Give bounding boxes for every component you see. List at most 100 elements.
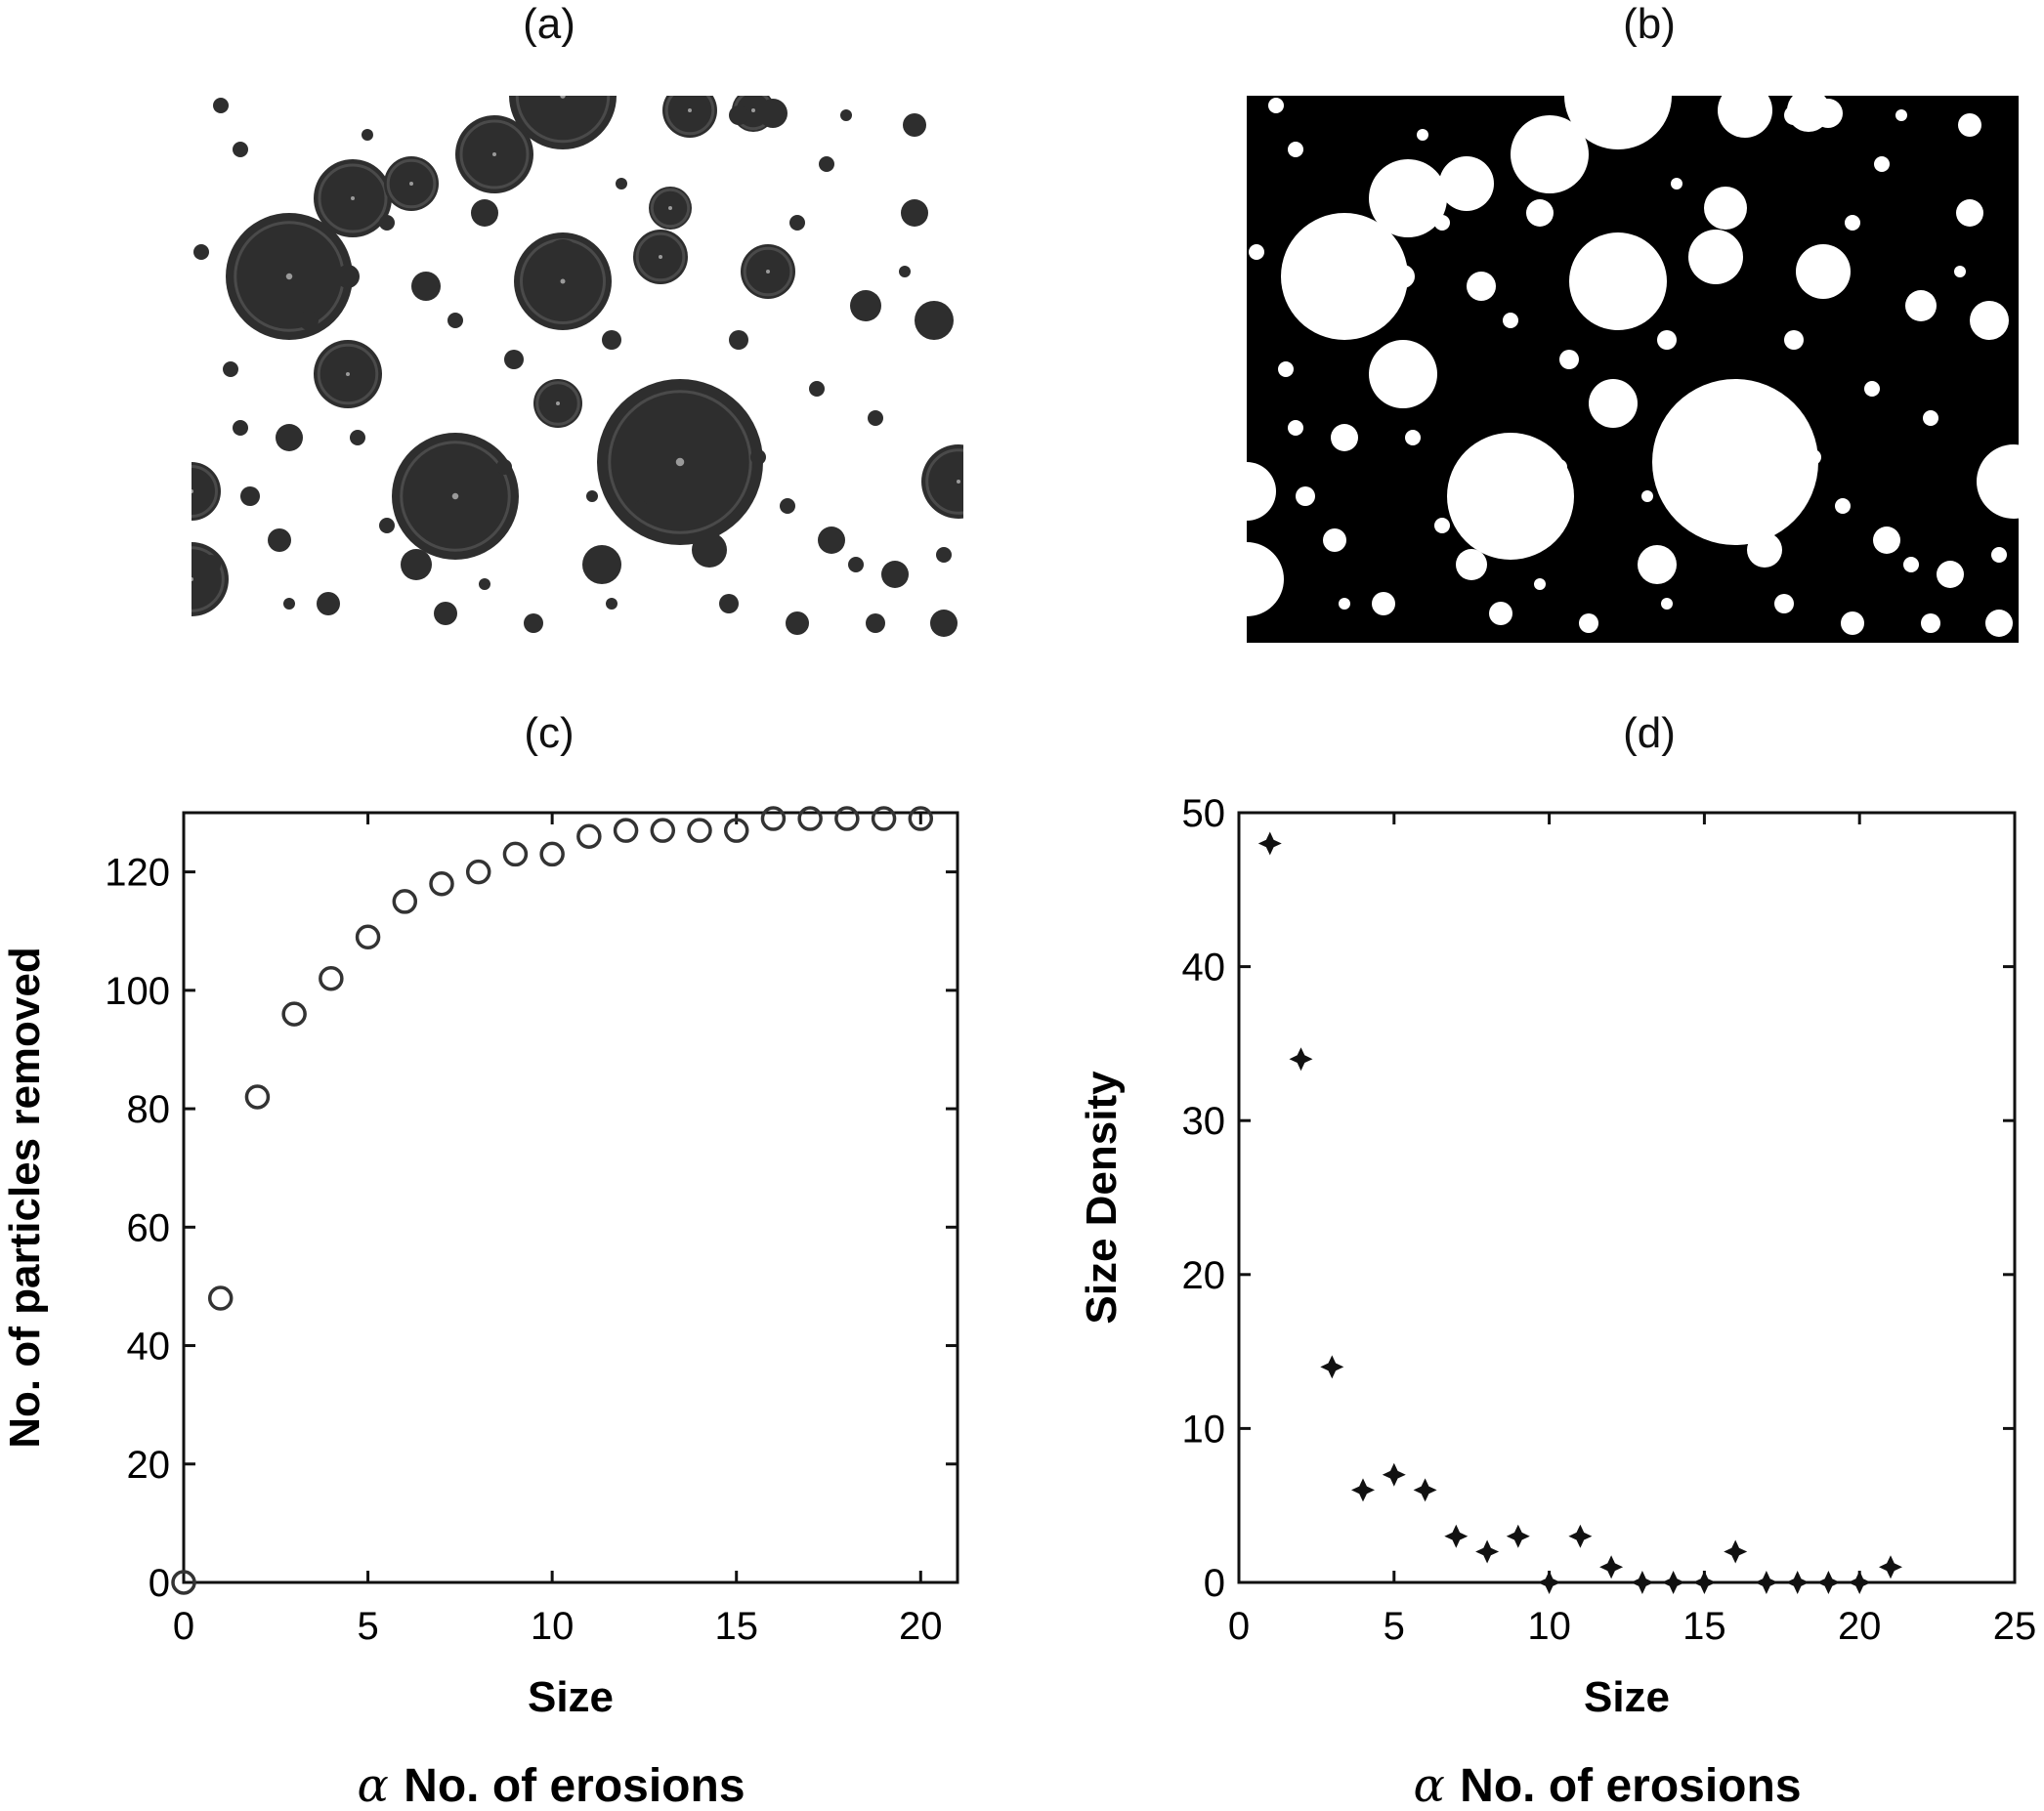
droplet-rim (608, 390, 752, 534)
y-tick-label: 50 (1182, 792, 1226, 835)
y-tick-label: 20 (1182, 1254, 1226, 1297)
data-point (465, 859, 491, 885)
droplet (504, 350, 524, 369)
data-point (1413, 1478, 1437, 1502)
x-tick-label: 0 (173, 1605, 194, 1648)
droplet (1970, 301, 2009, 340)
droplet (1874, 156, 1890, 172)
droplet (1784, 330, 1804, 350)
droplet-highlight (560, 96, 566, 99)
data-point (908, 806, 934, 831)
droplet (545, 239, 580, 274)
data-point (429, 870, 454, 897)
droplet (719, 594, 739, 613)
chart-d: 0 5 10 15 20 25 0 10 20 30 40 50 Size Size Density α N… (1078, 792, 2036, 1811)
data-point (281, 1001, 307, 1027)
droplet (915, 301, 954, 340)
droplet (1256, 555, 1276, 574)
droplet (1331, 424, 1358, 451)
droplet-highlight (351, 196, 355, 200)
x-axis-label: Size (528, 1673, 614, 1721)
droplet (434, 602, 457, 625)
droplet (1369, 159, 1447, 237)
droplet (213, 98, 229, 113)
droplet (336, 265, 360, 288)
droplet (379, 215, 395, 231)
y-axis-label: Size Density (1078, 1071, 1126, 1325)
droplet (240, 486, 260, 506)
droplet (1405, 430, 1421, 445)
y-tick-label: 0 (149, 1562, 170, 1605)
droplet (662, 96, 717, 138)
droplet (1489, 602, 1512, 625)
data-point (1537, 1571, 1561, 1594)
droplet (276, 424, 303, 451)
droplet (201, 555, 221, 574)
droplet (635, 500, 647, 512)
droplet-highlight (957, 480, 960, 484)
droplet (866, 613, 885, 633)
data-point (687, 818, 712, 843)
droplet (1991, 547, 2007, 563)
droplet (1841, 611, 1864, 635)
droplet-rim (925, 448, 963, 515)
droplet (1552, 459, 1567, 475)
droplet-rim (664, 96, 715, 136)
droplet-rim (743, 246, 793, 297)
droplet (1806, 449, 1821, 465)
x-axis-caption: α No. of erosions (1413, 1758, 1801, 1811)
droplet (729, 105, 748, 125)
droplet (1796, 244, 1851, 299)
y-tick-label: 120 (105, 852, 170, 895)
droplet-highlight (192, 489, 193, 493)
data-point (1754, 1571, 1778, 1594)
data-point (1848, 1571, 1872, 1594)
data-point (1351, 1478, 1375, 1502)
droplet (1372, 592, 1395, 615)
droplet (1417, 129, 1428, 141)
droplet (1835, 498, 1851, 514)
droplet (1456, 549, 1487, 580)
droplet (299, 311, 319, 330)
x-tick-label: 20 (899, 1605, 943, 1648)
data-point (723, 818, 749, 843)
data-point (319, 965, 344, 991)
droplet-highlight (492, 152, 496, 156)
droplet (233, 420, 248, 436)
data-point (1320, 1355, 1344, 1379)
droplet-highlight (451, 492, 459, 500)
droplet (1354, 311, 1374, 330)
data-point (1661, 1571, 1685, 1594)
droplet (379, 518, 395, 533)
droplet-rim (635, 232, 686, 282)
y-tick-label: 0 (1204, 1562, 1225, 1605)
droplet-highlight (659, 255, 662, 259)
droplet-highlight (285, 273, 293, 280)
droplet (223, 361, 238, 377)
x-tick-label: 15 (1682, 1605, 1726, 1648)
data-point (1692, 1571, 1717, 1594)
droplet (1657, 330, 1677, 350)
droplet-highlight (688, 108, 692, 112)
droplet (899, 266, 911, 277)
data-point (502, 841, 529, 867)
droplet (401, 549, 432, 580)
data-point (1785, 1571, 1810, 1594)
droplet (1296, 486, 1315, 506)
data-point (834, 806, 860, 831)
droplet (1641, 490, 1653, 502)
droplet (317, 592, 340, 615)
droplet (809, 381, 825, 397)
droplet (1845, 215, 1860, 231)
droplet (1281, 213, 1408, 340)
droplet (1391, 265, 1415, 288)
droplet (1589, 379, 1638, 428)
droplet (1600, 239, 1636, 274)
droplet (1688, 230, 1743, 284)
panel-label-a: (a) (523, 0, 575, 48)
droplet (758, 99, 788, 128)
droplet (1747, 532, 1782, 568)
data-point (207, 1285, 234, 1311)
droplet (789, 215, 805, 231)
droplet-rim (192, 546, 225, 612)
